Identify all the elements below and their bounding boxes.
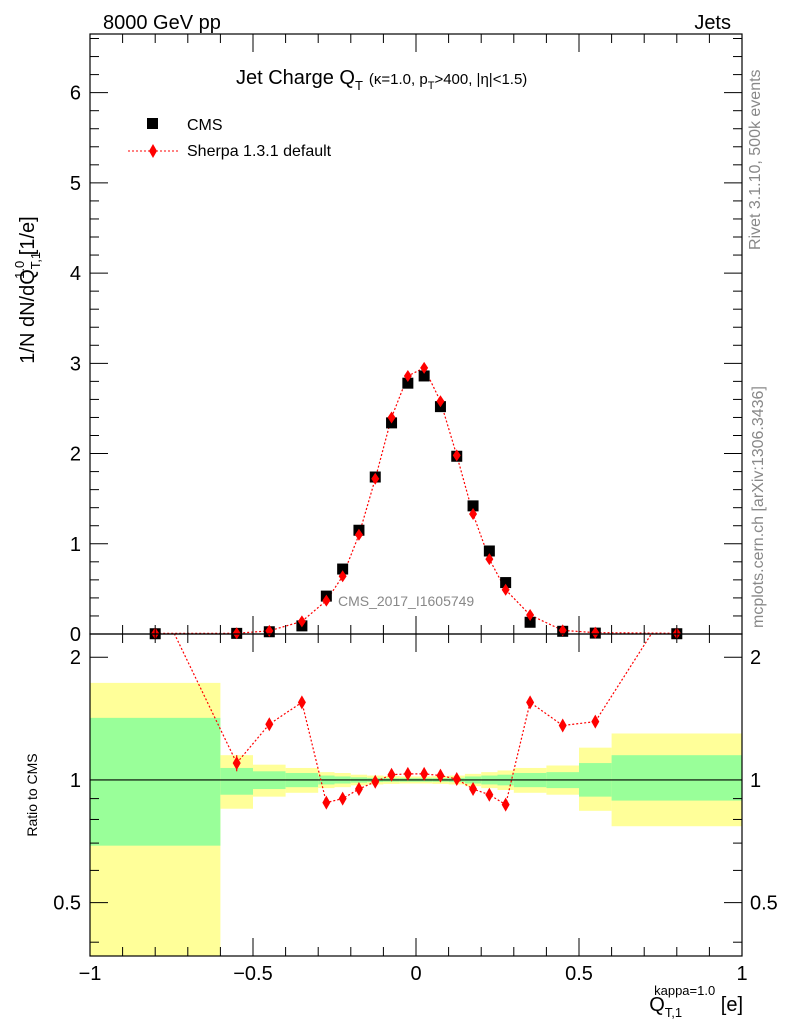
- sherpa-line: [155, 367, 677, 634]
- cms-point-15: [500, 577, 512, 589]
- title-main: Jet Charge Q: [236, 67, 355, 89]
- sherpa-point-1: [232, 627, 241, 640]
- mcplots-label: mcplots.cern.ch [arXiv:1306.3436]: [750, 386, 767, 628]
- sherpa-point-7: [371, 472, 380, 485]
- ratio-sherpa-point-4: [338, 791, 347, 806]
- ratio-ytick-label-right-1: 1: [750, 770, 761, 792]
- ratio-sherpa-line: [173, 634, 652, 806]
- sherpa-point-6: [354, 528, 363, 541]
- sherpa-point-11: [436, 395, 445, 408]
- main-ylabel-text: 1/N dN/dQ: [17, 269, 39, 363]
- rivet-version-label: Rivet 3.1.10, 500k events: [747, 69, 764, 250]
- cms-point-5: [337, 563, 349, 575]
- main-panel: 0 1 2 3 4 5 6: [70, 33, 743, 646]
- ratio-sherpa-point-5: [354, 782, 363, 797]
- inner-band-1: [220, 767, 253, 795]
- sherpa-point-17: [558, 624, 567, 637]
- inner-band-0: [90, 717, 221, 846]
- ratio-ytick-label-right-0: 0.5: [750, 893, 778, 915]
- ratio-ytick-label-left-0: 0.5: [53, 893, 81, 915]
- main-ylabel-sup: 1.0: [12, 261, 27, 279]
- ratio-sherpa-point-14: [501, 797, 510, 812]
- xlabel-sub: T,1: [665, 1005, 682, 1020]
- ratio-sherpa-point-16: [558, 718, 567, 733]
- ratio-sherpa-point-9: [420, 766, 429, 781]
- ratio-ytick-label-right-2: 2: [750, 647, 761, 669]
- ratio-y-axis-label: Ratio to CMS: [24, 753, 40, 836]
- ratio-sherpa-point-15: [526, 695, 535, 710]
- main-ytick-label-2: 2: [70, 444, 81, 466]
- main-ytick-label-1: 1: [70, 534, 81, 556]
- ratio-sherpa-point-6: [371, 774, 380, 789]
- process-label: Jets: [694, 12, 731, 34]
- ratio-sherpa-point-2: [297, 695, 306, 710]
- sherpa-point-4: [322, 594, 331, 607]
- chart-title: Jet Charge QT (κ=1.0, pT>400, |η|<1.5): [236, 67, 527, 93]
- sherpa-point-8: [387, 411, 396, 424]
- cms-point-13: [467, 500, 479, 512]
- main-ytick-label-6: 6: [70, 83, 81, 105]
- sherpa-point-3: [297, 615, 306, 628]
- ratio-sherpa-point-7: [387, 767, 396, 782]
- ratio-ytick-label-left-2: 2: [70, 647, 81, 669]
- sherpa-point-13: [469, 508, 478, 520]
- main-ytick-label-5: 5: [70, 173, 81, 195]
- sherpa-point-10: [420, 361, 429, 374]
- sherpa-point-14: [485, 553, 494, 566]
- title-params-sub: T: [428, 80, 435, 92]
- ratio-sherpa-point-11: [452, 772, 461, 787]
- xlabel-sup: kappa=1.0: [654, 983, 715, 998]
- main-ylabel-unit: [1/e]: [17, 216, 39, 260]
- ratio-sherpa-point-17: [591, 714, 600, 729]
- x-axis-label: QT,1 kappa=1.0 [e]: [649, 983, 743, 1020]
- ratio-sherpa-point-1: [265, 717, 274, 732]
- legend-cms-label: CMS: [187, 117, 223, 134]
- sherpa-point-9: [403, 369, 412, 382]
- legend-cms-marker: [147, 118, 158, 129]
- xtick-label-4: 1: [736, 963, 747, 985]
- main-ytick-label-0: 0: [70, 624, 81, 646]
- legend-sherpa-marker: [149, 144, 157, 158]
- ratio-sherpa-point-8: [403, 766, 412, 781]
- xlabel-unit: [e]: [715, 994, 743, 1016]
- xtick-label-2: 0: [410, 963, 421, 985]
- title-sub: T: [355, 78, 363, 93]
- cms-point-9: [402, 377, 414, 389]
- xtick-label-3: 0.5: [565, 963, 593, 985]
- ratio-sherpa-point-10: [436, 768, 445, 783]
- main-y-axis-label: 1/N dN/dQT,11.0 [1/e]: [12, 216, 43, 363]
- ratio-ytick-label-left-1: 1: [70, 770, 81, 792]
- main-ytick-label-4: 4: [70, 263, 81, 285]
- sherpa-point-16: [526, 609, 535, 622]
- sherpa-point-12: [452, 449, 461, 462]
- sherpa-point-18: [591, 626, 600, 639]
- xtick-label-0: −1: [79, 963, 102, 985]
- sherpa-point-5: [338, 570, 347, 583]
- cms-point-10: [418, 370, 430, 382]
- cms-point-16: [524, 616, 536, 628]
- title-params-rest: >400, |η|<1.5): [434, 71, 527, 88]
- ratio-panel: −1 −0.5 0 0.5 1 0.5 0.5 1 1 2 2: [53, 633, 778, 985]
- main-ytick-label-3: 3: [70, 353, 81, 375]
- main-ylabel-sub: T,1: [28, 252, 43, 269]
- legend-sherpa-label: Sherpa 1.3.1 default: [187, 143, 332, 160]
- ratio-sherpa-point-0: [232, 756, 241, 771]
- ratio-sherpa-point-3: [322, 795, 331, 810]
- cms-point-14: [483, 545, 495, 557]
- ratio-sherpa-point-13: [485, 787, 494, 802]
- xlabel-text: Q: [649, 994, 665, 1016]
- title-params: (κ=1.0, p: [369, 71, 428, 88]
- legend: CMS Sherpa 1.3.1 default: [128, 117, 332, 160]
- ratio-sherpa-point-12: [469, 782, 478, 797]
- xtick-label-1: −0.5: [233, 963, 272, 985]
- energy-label: 8000 GeV pp: [103, 12, 221, 34]
- inner-band-19: [611, 755, 742, 801]
- watermark-label: CMS_2017_I1605749: [338, 593, 474, 609]
- sherpa-point-15: [501, 583, 510, 596]
